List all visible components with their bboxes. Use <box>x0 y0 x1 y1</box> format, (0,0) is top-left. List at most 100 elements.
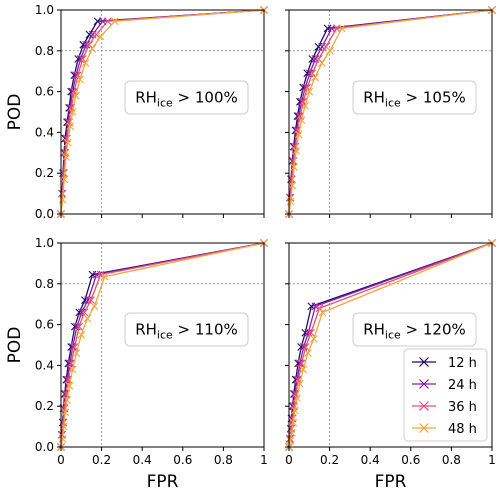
data-point <box>78 55 87 63</box>
data-point <box>96 32 105 41</box>
panel-3: 0.00 0.2 0.2 0.4 0.4 0.6 0.6 0.8 0.8 1.0 1 POD FPR RH… <box>5 236 268 492</box>
data-point <box>61 408 70 417</box>
data-point <box>87 296 95 305</box>
data-point <box>305 87 314 96</box>
axes-frame <box>60 9 265 215</box>
y-tick-label: 0.0 <box>35 207 54 221</box>
y-tick-label: 0.4 <box>35 358 54 372</box>
data-point <box>66 122 75 131</box>
x-tick-label: 0.2 <box>92 453 111 467</box>
data-point <box>287 428 296 437</box>
data-point <box>317 59 326 67</box>
legend-label: 36 h <box>448 400 477 415</box>
axes-frame <box>288 242 493 448</box>
data-point <box>307 328 315 337</box>
y-tick-label: 0.8 <box>35 44 54 58</box>
data-point <box>297 116 306 125</box>
x-tick-label: 0.2 <box>320 453 339 467</box>
data-point <box>96 270 105 279</box>
data-point <box>315 304 324 313</box>
data-point <box>337 24 346 33</box>
threshold-annotation: RHice > 120% <box>352 312 477 347</box>
data-point <box>83 314 92 323</box>
data-point <box>100 272 109 281</box>
y-tick-label: 0.0 <box>35 440 54 454</box>
data-point <box>292 146 300 155</box>
legend-entry: 48 h <box>412 422 477 437</box>
series-48h <box>285 6 496 218</box>
data-point <box>58 434 67 443</box>
data-point <box>314 55 323 63</box>
legend-entry: 36 h <box>412 400 477 415</box>
data-point <box>71 91 80 100</box>
data-point <box>80 308 89 317</box>
data-point <box>68 365 77 374</box>
y-tick-label: 1.0 <box>35 236 54 250</box>
data-point <box>65 381 74 390</box>
x-tick-label: 0.6 <box>173 453 192 467</box>
data-point <box>75 75 84 84</box>
data-point <box>63 396 71 404</box>
panel-4: 0 0.2 0.4 0.6 0.8 1 FPR RHice > 120% <box>285 239 496 492</box>
data-point <box>58 195 67 204</box>
axes-frame <box>60 242 265 448</box>
legend-label: 12 h <box>448 356 477 371</box>
panel-1: 0.0 0.2 0.4 0.6 0.8 1.0 POD RHice > 100% <box>5 3 268 221</box>
x-tick-label: 0.4 <box>361 453 380 467</box>
data-point <box>290 406 299 415</box>
data-point <box>293 394 301 402</box>
data-point <box>75 322 83 331</box>
y-axis-label: POD <box>5 327 25 364</box>
x-axis-label: FPR <box>375 472 407 492</box>
data-point <box>63 138 72 147</box>
x-axis-label: FPR <box>147 472 179 492</box>
series-48h <box>57 6 268 218</box>
data-point <box>309 334 318 343</box>
data-point <box>76 55 85 63</box>
x-tick-label: 1 <box>260 453 268 467</box>
legend-label: 48 h <box>448 422 477 437</box>
x-tick-label: 0.6 <box>401 453 420 467</box>
series-48h <box>285 239 496 451</box>
data-point <box>61 152 70 161</box>
data-point <box>287 175 296 184</box>
legend-frame <box>403 348 488 442</box>
data-point <box>311 73 319 82</box>
data-point <box>59 169 68 178</box>
data-point <box>295 379 304 388</box>
data-point <box>288 181 297 190</box>
x-tick-label: 1 <box>488 453 496 467</box>
legend: 12 h 24 h 36 h 48 h <box>403 348 488 442</box>
data-point <box>301 101 309 110</box>
data-point <box>90 302 99 311</box>
data-point <box>59 422 68 431</box>
series-48h <box>57 239 268 451</box>
threshold-annotation: RHice > 105% <box>352 80 477 115</box>
y-tick-label: 1.0 <box>35 3 54 17</box>
data-point <box>308 69 317 78</box>
threshold-label: RHice > 110% <box>135 321 238 342</box>
data-point <box>286 436 295 445</box>
x-tick-label: 0.8 <box>442 453 461 467</box>
y-tick-label: 0.6 <box>35 85 54 99</box>
data-point <box>311 302 320 311</box>
threshold-label: RHice > 120% <box>363 321 466 342</box>
data-point <box>110 17 119 26</box>
y-tick-label: 0.6 <box>35 318 54 332</box>
x-tick-label: 0 <box>285 453 293 467</box>
x-tick-label: 0 <box>57 453 65 467</box>
legend-label: 24 h <box>448 378 477 393</box>
data-point <box>326 46 334 55</box>
data-point <box>103 17 112 26</box>
data-point <box>301 343 310 351</box>
axes-frame <box>288 9 493 215</box>
data-point <box>81 59 90 67</box>
y-axis-label: POD <box>5 94 25 131</box>
x-tick-label: 0.8 <box>214 453 233 467</box>
data-point <box>290 163 298 171</box>
data-point <box>92 30 101 39</box>
y-tick-label: 0.8 <box>35 277 54 291</box>
series-line <box>288 242 493 448</box>
threshold-annotation: RHice > 110% <box>124 312 249 347</box>
